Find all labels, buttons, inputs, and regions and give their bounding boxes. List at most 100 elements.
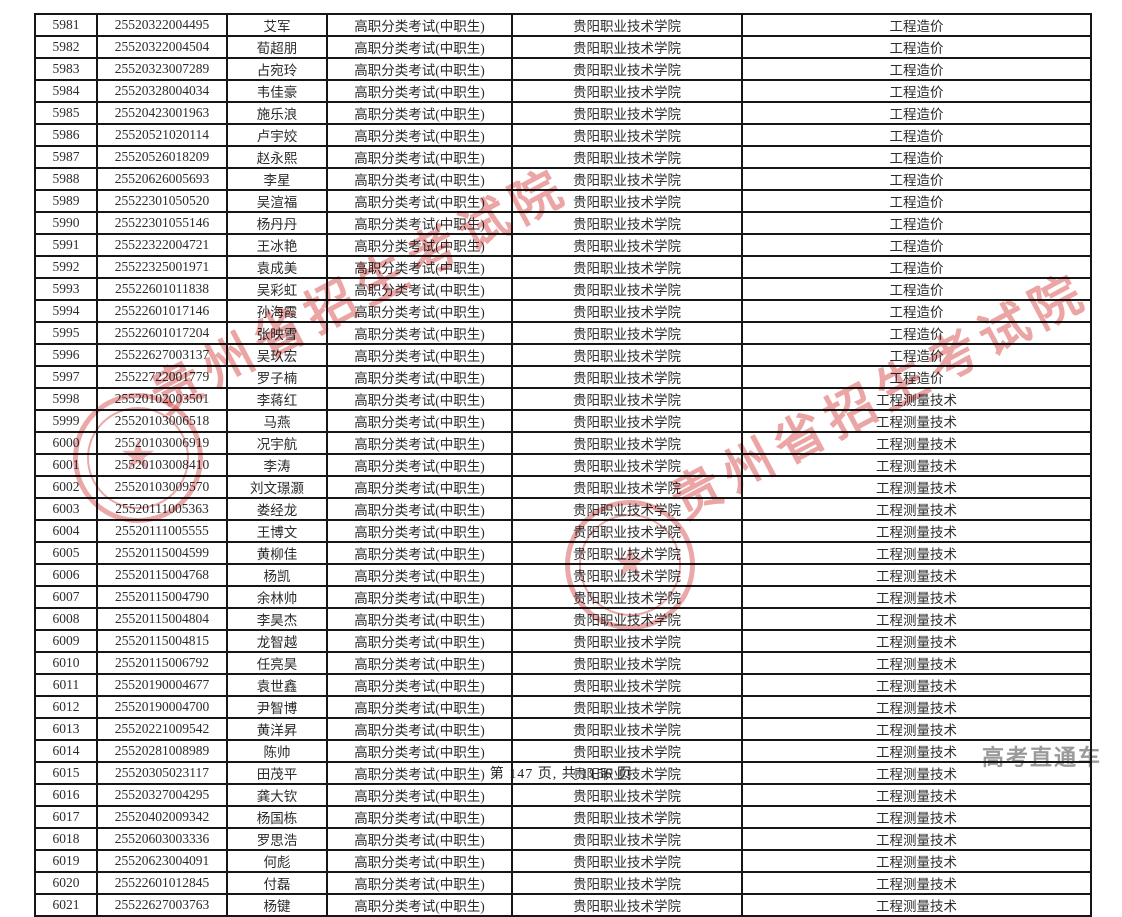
cell-exam_no: 25520526018209: [96, 145, 228, 169]
cell-name: 卢宇姣: [226, 123, 328, 147]
table-row: 5992 25522325001971 袁成美 高职分类考试(中职生) 贵阳职业技术学院…: [34, 255, 1092, 279]
cell-exam_no: 25522627003137: [96, 343, 228, 367]
cell-exam_no: 25522322004721: [96, 233, 228, 257]
cell-school: 贵阳职业技术学院: [511, 57, 743, 81]
cell-serial: 6011: [34, 673, 98, 697]
cell-name: 黄柳佳: [226, 541, 328, 565]
cell-exam_no: 25520221009542: [96, 717, 228, 741]
table-row: 5993 25522601011838 吴彩虹 高职分类考试(中职生) 贵阳职业技术学院…: [34, 277, 1092, 301]
cell-major: 工程测量技术: [741, 761, 1092, 785]
cell-serial: 6004: [34, 519, 98, 543]
table-row: 6014 25520281008989 陈帅 高职分类考试(中职生) 贵阳职业技术学院工…: [34, 739, 1092, 763]
cell-name: 尹智博: [226, 695, 328, 719]
cell-name: 杨键: [226, 893, 328, 917]
cell-major: 工程造价: [741, 211, 1092, 235]
cell-exam_type: 高职分类考试(中职生): [326, 629, 513, 653]
cell-exam_type: 高职分类考试(中职生): [326, 761, 513, 785]
cell-major: 工程测量技术: [741, 893, 1092, 917]
cell-name: 吴彩虹: [226, 277, 328, 301]
cell-serial: 5983: [34, 57, 98, 81]
cell-exam_no: 25520328004034: [96, 79, 228, 103]
cell-exam_no: 25520423001963: [96, 101, 228, 125]
cell-school: 贵阳职业技术学院: [511, 409, 743, 433]
cell-exam_type: 高职分类考试(中职生): [326, 387, 513, 411]
cell-name: 荀超朋: [226, 35, 328, 59]
cell-exam_type: 高职分类考试(中职生): [326, 321, 513, 345]
cell-serial: 6012: [34, 695, 98, 719]
cell-exam_type: 高职分类考试(中职生): [326, 871, 513, 895]
cell-name: 王冰艳: [226, 233, 328, 257]
table-row: 6009 25520115004815 龙智越 高职分类考试(中职生) 贵阳职业技术学院…: [34, 629, 1092, 653]
cell-exam_type: 高职分类考试(中职生): [326, 123, 513, 147]
cell-serial: 6006: [34, 563, 98, 587]
table-row: 6020 25522601012845 付磊 高职分类考试(中职生) 贵阳职业技术学院工…: [34, 871, 1092, 895]
cell-serial: 6003: [34, 497, 98, 521]
table-row: 5987 25520526018209 赵永熙 高职分类考试(中职生) 贵阳职业技术学院…: [34, 145, 1092, 169]
cell-serial: 6000: [34, 431, 98, 455]
cell-name: 李昊杰: [226, 607, 328, 631]
cell-exam_no: 25520402009342: [96, 805, 228, 829]
cell-school: 贵阳职业技术学院: [511, 211, 743, 235]
cell-exam_no: 25522601011838: [96, 277, 228, 301]
cell-school: 贵阳职业技术学院: [511, 145, 743, 169]
cell-major: 工程造价: [741, 321, 1092, 345]
cell-name: 余林帅: [226, 585, 328, 609]
cell-school: 贵阳职业技术学院: [511, 277, 743, 301]
cell-school: 贵阳职业技术学院: [511, 35, 743, 59]
cell-name: 孙海霞: [226, 299, 328, 323]
cell-exam_no: 25520115006792: [96, 651, 228, 675]
cell-exam_type: 高职分类考试(中职生): [326, 189, 513, 213]
cell-exam_no: 25520190004677: [96, 673, 228, 697]
cell-serial: 6014: [34, 739, 98, 763]
cell-exam_no: 25520190004700: [96, 695, 228, 719]
cell-name: 刘文璟灏: [226, 475, 328, 499]
cell-major: 工程造价: [741, 13, 1092, 37]
table-row: 6018 25520603003336 罗思浩 高职分类考试(中职生) 贵阳职业技术学院…: [34, 827, 1092, 851]
cell-major: 工程造价: [741, 145, 1092, 169]
cell-school: 贵阳职业技术学院: [511, 123, 743, 147]
table-row: 5981 25520322004495 艾军 高职分类考试(中职生) 贵阳职业技术学院工…: [34, 13, 1092, 37]
cell-school: 贵阳职业技术学院: [511, 717, 743, 741]
cell-major: 工程造价: [741, 233, 1092, 257]
cell-major: 工程造价: [741, 167, 1092, 191]
cell-serial: 6007: [34, 585, 98, 609]
cell-school: 贵阳职业技术学院: [511, 13, 743, 37]
cell-name: 罗思浩: [226, 827, 328, 851]
cell-major: 工程造价: [741, 255, 1092, 279]
table-row: 6005 25520115004599 黄柳佳 高职分类考试(中职生) 贵阳职业技术学院…: [34, 541, 1092, 565]
cell-exam_type: 高职分类考试(中职生): [326, 805, 513, 829]
table-row: 5986 25520521020114 卢宇姣 高职分类考试(中职生) 贵阳职业技术学院…: [34, 123, 1092, 147]
cell-exam_no: 25520322004504: [96, 35, 228, 59]
cell-major: 工程测量技术: [741, 629, 1092, 653]
cell-name: 陈帅: [226, 739, 328, 763]
cell-serial: 6008: [34, 607, 98, 631]
cell-major: 工程测量技术: [741, 673, 1092, 697]
cell-school: 贵阳职业技术学院: [511, 431, 743, 455]
table-row: 5997 25522722001779 罗子楠 高职分类考试(中职生) 贵阳职业技术学院…: [34, 365, 1092, 389]
cell-name: 罗子楠: [226, 365, 328, 389]
cell-name: 袁成美: [226, 255, 328, 279]
cell-name: 吴渲福: [226, 189, 328, 213]
table-row: 5998 25520102003501 李蒋红 高职分类考试(中职生) 贵阳职业技术学院…: [34, 387, 1092, 411]
cell-exam_no: 25520305023117: [96, 761, 228, 785]
table-row: 5982 25520322004504 荀超朋 高职分类考试(中职生) 贵阳职业技术学院…: [34, 35, 1092, 59]
cell-serial: 5995: [34, 321, 98, 345]
cell-serial: 6001: [34, 453, 98, 477]
table-row: 5989 25522301050520 吴渲福 高职分类考试(中职生) 贵阳职业技术学院…: [34, 189, 1092, 213]
cell-school: 贵阳职业技术学院: [511, 739, 743, 763]
cell-school: 贵阳职业技术学院: [511, 541, 743, 565]
cell-exam_type: 高职分类考试(中职生): [326, 35, 513, 59]
cell-school: 贵阳职业技术学院: [511, 849, 743, 873]
cell-major: 工程造价: [741, 57, 1092, 81]
cell-major: 工程造价: [741, 123, 1092, 147]
table-row: 6012 25520190004700 尹智博 高职分类考试(中职生) 贵阳职业技术学院…: [34, 695, 1092, 719]
cell-exam_no: 25522601012845: [96, 871, 228, 895]
cell-major: 工程测量技术: [741, 409, 1092, 433]
table-row: 6017 25520402009342 杨国栋 高职分类考试(中职生) 贵阳职业技术学院…: [34, 805, 1092, 829]
cell-school: 贵阳职业技术学院: [511, 233, 743, 257]
cell-school: 贵阳职业技术学院: [511, 629, 743, 653]
table-row: 5994 25522601017146 孙海霞 高职分类考试(中职生) 贵阳职业技术学院…: [34, 299, 1092, 323]
cell-serial: 6015: [34, 761, 98, 785]
cell-exam_type: 高职分类考试(中职生): [326, 519, 513, 543]
cell-name: 占宛玲: [226, 57, 328, 81]
